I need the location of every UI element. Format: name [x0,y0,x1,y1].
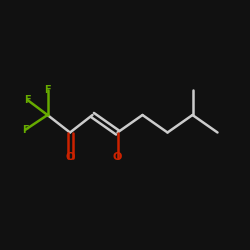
Text: F: F [44,85,51,95]
Text: O: O [113,152,122,162]
Text: O: O [65,152,75,162]
Text: F: F [22,125,28,135]
Text: F: F [24,95,31,105]
